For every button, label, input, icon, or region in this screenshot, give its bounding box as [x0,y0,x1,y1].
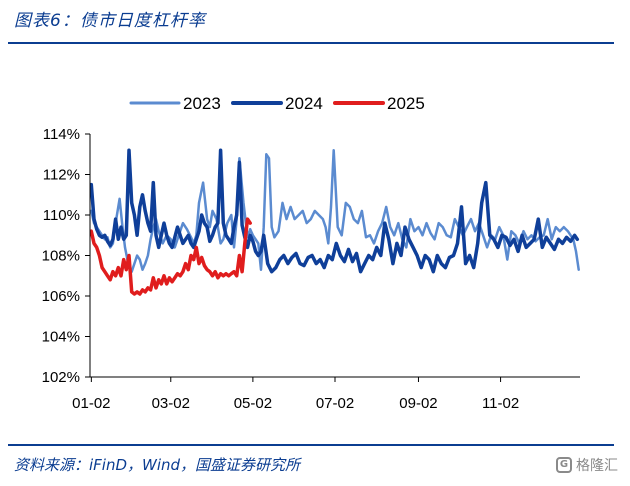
x-tick-label: 09-02 [399,395,437,412]
y-tick-label: 102% [42,369,80,386]
legend: 2023 2024 2025 [129,94,425,113]
x-tick-label: 11-02 [482,395,519,412]
y-tick-label: 110% [43,207,80,224]
x-tick-label: 05-02 [234,395,272,412]
x-tick-label: 07-02 [316,395,354,412]
legend-label-2024: 2024 [285,94,323,113]
watermark: G 格隆汇 [556,455,618,475]
y-axis: 102% 104% 106% 108% 110% 112% 114% [42,126,91,386]
source-note: 资料来源：iFinD，Wind，国盛证券研究所 [14,456,301,474]
x-tick-label: 01-02 [72,395,110,412]
x-axis: 01-02 03-02 05-02 07-02 09-02 11-02 [72,376,580,412]
y-tick-label: 106% [42,288,80,305]
source-rule [8,444,614,446]
x-tick-label: 03-02 [152,395,190,412]
watermark-text: 格隆汇 [576,458,618,474]
legend-label-2025: 2025 [387,94,425,113]
plot-area [89,148,580,296]
title-rule [8,42,614,44]
legend-label-2023: 2023 [183,94,221,113]
y-tick-label: 112% [43,167,80,184]
watermark-logo-icon: G [556,457,572,473]
series-line-2025 [89,217,252,296]
figure-title: 图表6：债市日度杠杆率 [14,11,206,31]
y-tick-label: 114% [43,126,80,143]
y-tick-label: 104% [42,329,80,346]
series-line-2024 [89,148,580,274]
y-tick-label: 108% [42,248,80,265]
